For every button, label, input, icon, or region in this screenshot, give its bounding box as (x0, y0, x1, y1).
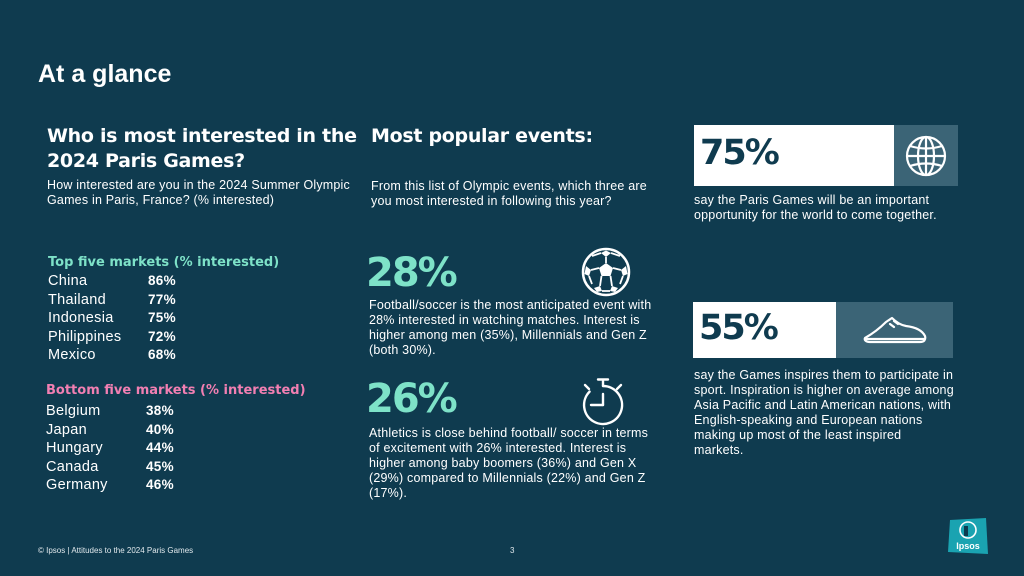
globe-icon (894, 125, 958, 186)
market-name: Belgium (46, 403, 101, 419)
inspire-stat-value: 55% (699, 308, 779, 348)
market-value: 40% (146, 421, 174, 437)
stat-box-75: 75% (694, 125, 894, 186)
col1-heading: Who is most interested in the 2024 Paris… (47, 125, 357, 172)
market-name: China (48, 273, 88, 289)
market-name: Philippines (48, 328, 122, 345)
soccer-ball-icon (580, 246, 632, 298)
football-stat-value: 28% (366, 250, 458, 296)
list-item: Canada 45% (46, 459, 246, 478)
list-item: Philippines 72% (48, 329, 248, 348)
market-value: 38% (146, 403, 174, 418)
market-value: 75% (148, 310, 176, 325)
market-value: 68% (148, 347, 176, 362)
bottom-markets-heading: Bottom five markets (% interested) (46, 383, 306, 398)
unity-stat-text: say the Paris Games will be an important… (694, 193, 937, 222)
market-name: Canada (46, 458, 99, 475)
list-item: Belgium 38% (46, 403, 246, 422)
sneaker-icon (836, 302, 953, 358)
inspire-stat-text: say the Games inspires them to participa… (694, 368, 954, 457)
market-name: Thailand (48, 291, 107, 308)
top-markets-list: China 86% Thailand 77% Indonesia 75% Philip… (48, 273, 248, 366)
market-value: 46% (146, 477, 174, 492)
football-stat-text: Football/soccer is the most anticipated … (369, 298, 652, 357)
col1-question: How interested are you in the 2024 Summe… (47, 178, 350, 207)
market-value: 45% (146, 458, 174, 474)
page-title: At a glance (38, 60, 172, 88)
bottom-markets-list: Belgium 38% Japan 40% Hungary 44% Canada 45%… (46, 403, 246, 496)
market-value: 72% (148, 328, 176, 344)
list-item: Mexico 68% (48, 347, 248, 366)
footer-source: © Ipsos | Attitudes to the 2024 Paris Ga… (38, 546, 194, 555)
page-number: 3 (510, 546, 515, 555)
stat-box-55: 55% (693, 302, 836, 358)
col2-question: From this list of Olympic events, which … (371, 179, 647, 208)
market-name: Hungary (46, 440, 103, 456)
athletics-stat-text: Athletics is close behind football/ socc… (369, 426, 649, 500)
market-name: Germany (46, 477, 108, 493)
list-item: Germany 46% (46, 477, 246, 496)
list-item: Japan 40% (46, 422, 246, 441)
ipsos-logo-text: Ipsos (956, 541, 980, 551)
market-value: 77% (148, 291, 176, 307)
top-markets-heading: Top five markets (% interested) (48, 255, 280, 270)
ipsos-logo: Ipsos (948, 518, 988, 554)
market-value: 44% (146, 440, 174, 455)
unity-stat-value: 75% (700, 133, 780, 173)
list-item: Hungary 44% (46, 440, 246, 459)
market-value: 86% (148, 273, 176, 288)
market-name: Mexico (48, 347, 96, 363)
list-item: China 86% (48, 273, 248, 292)
list-item: Indonesia 75% (48, 310, 248, 329)
market-name: Japan (46, 421, 88, 438)
athletics-stat-value: 26% (366, 376, 458, 422)
stopwatch-icon (576, 374, 630, 428)
col2-heading: Most popular events: (371, 125, 593, 147)
market-name: Indonesia (48, 310, 114, 326)
list-item: Thailand 77% (48, 292, 248, 311)
